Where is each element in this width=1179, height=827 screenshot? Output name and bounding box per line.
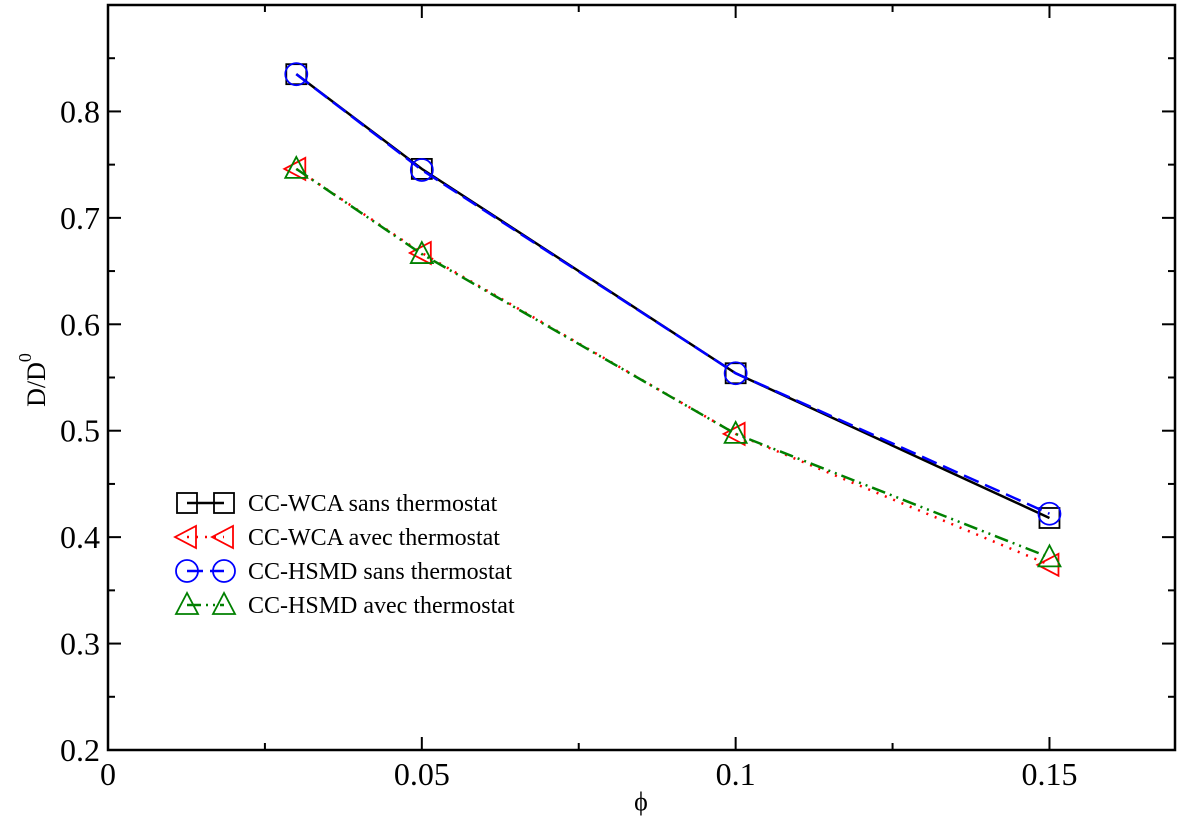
x-tick-label: 0.15 [1021, 756, 1077, 792]
legend-entry: CC-HSMD sans thermostat [175, 559, 512, 585]
legend-entry: CC-WCA sans thermostat [176, 491, 498, 517]
y-axis-label: D/D0 [15, 353, 51, 407]
data-point-marker [1037, 501, 1062, 526]
series-line [295, 73, 1050, 520]
series-1 [285, 63, 1061, 529]
legend-entry: CC-WCA avec thermostat [173, 524, 500, 551]
data-point-marker [1035, 552, 1060, 578]
y-tick-label: 0.8 [60, 93, 100, 129]
series-3 [284, 62, 1062, 526]
x-tick-label: 0 [100, 756, 116, 792]
x-tick-label: 0.1 [716, 756, 756, 792]
data-point-marker [284, 62, 309, 87]
legend-marker [213, 492, 235, 514]
svg-text:D/D0: D/D0 [15, 353, 51, 407]
y-tick-label: 0.6 [60, 306, 100, 342]
plot-frame [106, 3, 1177, 752]
legend-marker [212, 559, 236, 583]
data-point-marker [723, 361, 748, 386]
legend-marker [173, 524, 197, 550]
legend-marker [175, 559, 199, 583]
legend-marker [174, 591, 200, 615]
y-tick-label: 0.2 [60, 732, 100, 768]
series-4 [283, 154, 1062, 568]
legend-label: CC-WCA avec thermostat [248, 525, 500, 551]
data-point-marker [282, 156, 307, 182]
data-point-marker [723, 419, 749, 444]
data-point-marker [409, 158, 434, 182]
data-point-marker [1036, 543, 1062, 568]
series-2 [282, 156, 1060, 578]
series-layer [282, 62, 1062, 578]
legend-label: CC-HSMD sans thermostat [248, 559, 512, 585]
y-tick-label: 0.3 [60, 626, 100, 662]
legend-marker [210, 524, 234, 550]
legend-label: CC-HSMD avec thermostat [248, 593, 515, 619]
data-point-marker [283, 154, 309, 179]
x-tick-label: 0.05 [394, 756, 450, 792]
data-point-marker [409, 240, 435, 264]
legend-marker [211, 591, 237, 615]
y-axis-label-superscript: 0 [15, 353, 35, 362]
y-tick-label: 0.7 [60, 200, 100, 236]
series-line [295, 167, 1050, 559]
x-axis-label: ϕ [634, 787, 648, 816]
tick-labels: 0 0.05 0.1 0.15 0.2 0.3 0.4 0.5 0.6 0.7 0.8 [60, 93, 1077, 792]
legend-marker [176, 492, 198, 514]
y-axis-label-main: D/D [22, 362, 51, 407]
y-tick-label: 0.5 [60, 413, 100, 449]
y-tick-label: 0.4 [60, 519, 100, 555]
legend: CC-WCA sans thermostat CC-WCA avec thermo… [173, 491, 515, 619]
series-line [295, 73, 1050, 515]
data-point-marker [721, 421, 746, 447]
legend-entry: CC-HSMD avec thermostat [174, 591, 515, 619]
data-point-marker [285, 63, 308, 86]
data-point-marker [724, 362, 747, 385]
legend-label: CC-WCA sans thermostat [248, 491, 498, 517]
data-point-marker [407, 240, 432, 266]
axis-ticks [107, 4, 1175, 751]
